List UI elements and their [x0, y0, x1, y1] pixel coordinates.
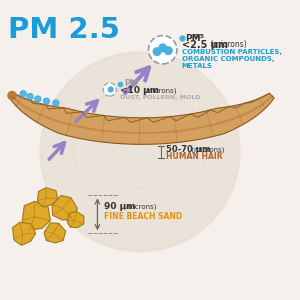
- Text: <10 μm: <10 μm: [120, 86, 159, 95]
- Text: (microns): (microns): [141, 87, 176, 94]
- Polygon shape: [38, 188, 58, 207]
- Circle shape: [103, 83, 116, 96]
- Circle shape: [8, 91, 16, 100]
- Text: METALS: METALS: [182, 63, 212, 69]
- Text: PM: PM: [185, 34, 201, 43]
- Circle shape: [20, 91, 26, 97]
- Polygon shape: [52, 196, 77, 220]
- Text: (microns): (microns): [189, 146, 225, 153]
- Polygon shape: [22, 201, 50, 230]
- Text: FINE BEACH SAND: FINE BEACH SAND: [104, 212, 182, 221]
- Text: DUST, POLLERN, MOLD: DUST, POLLERN, MOLD: [120, 94, 201, 100]
- Text: HUMAN HAIR: HUMAN HAIR: [166, 152, 222, 161]
- Text: PM 2.5: PM 2.5: [8, 16, 119, 44]
- Text: 2.5: 2.5: [194, 34, 205, 39]
- Polygon shape: [13, 222, 36, 245]
- Polygon shape: [67, 212, 84, 227]
- Circle shape: [41, 52, 239, 251]
- Circle shape: [148, 35, 177, 64]
- Polygon shape: [10, 93, 274, 144]
- Text: COMBUSTION PARTICLES,: COMBUSTION PARTICLES,: [182, 49, 282, 55]
- Circle shape: [153, 48, 161, 56]
- Circle shape: [35, 96, 41, 102]
- Text: ORGANIC COMPOUNDS,: ORGANIC COMPOUNDS,: [182, 56, 274, 62]
- Polygon shape: [44, 223, 66, 243]
- Circle shape: [159, 44, 166, 52]
- Text: <2.5 μm: <2.5 μm: [182, 40, 228, 50]
- Circle shape: [53, 100, 59, 106]
- Text: 50-70 μm: 50-70 μm: [166, 145, 210, 154]
- Circle shape: [108, 87, 113, 92]
- Text: PM: PM: [124, 79, 137, 88]
- Circle shape: [165, 47, 172, 55]
- Text: (microns): (microns): [208, 40, 247, 50]
- Circle shape: [44, 98, 50, 104]
- Text: 90 μm: 90 μm: [104, 202, 136, 211]
- Text: 10: 10: [131, 80, 139, 85]
- Text: (microns): (microns): [121, 203, 157, 210]
- Circle shape: [27, 94, 33, 100]
